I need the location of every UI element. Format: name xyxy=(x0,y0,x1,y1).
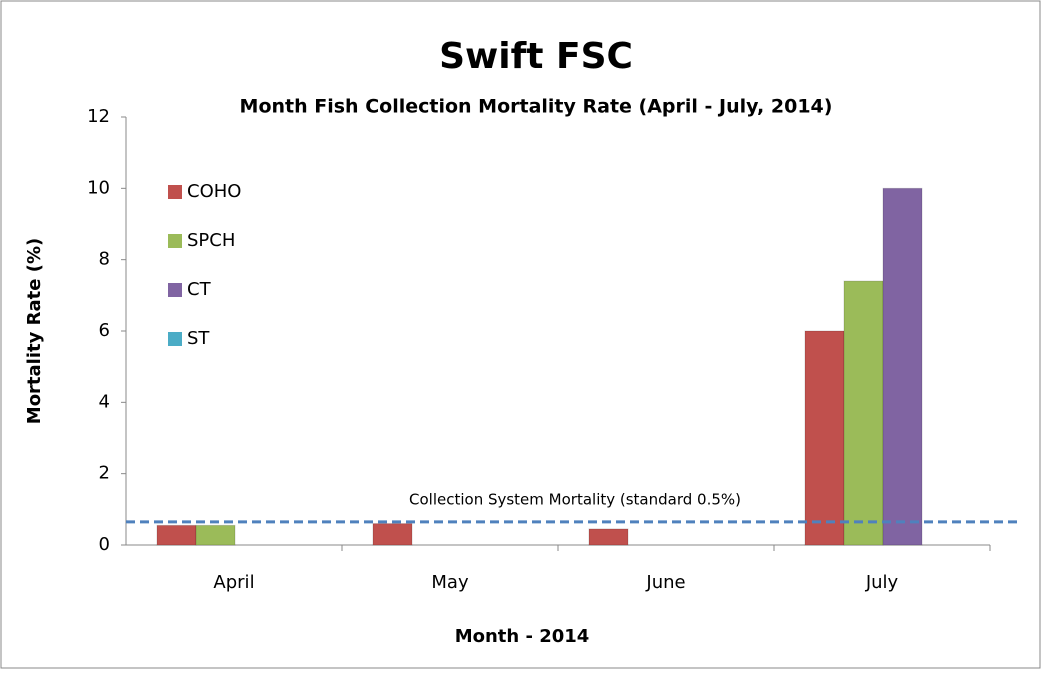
chart-subtitle: Month Fish Collection Mortality Rate (Ap… xyxy=(240,96,833,118)
x-tick-label: April xyxy=(213,572,254,593)
legend-swatch xyxy=(168,185,182,199)
legend-label: CT xyxy=(187,279,212,300)
bar xyxy=(804,330,845,546)
y-axis-label: Mortality Rate (%) xyxy=(24,238,45,424)
legend-label: ST xyxy=(187,328,210,349)
bar xyxy=(156,524,197,546)
x-axis-label: Month - 2014 xyxy=(455,626,590,647)
reference-label: Collection System Mortality (standard 0.… xyxy=(409,490,741,508)
legend-swatch xyxy=(168,283,182,297)
x-tick-label: June xyxy=(645,572,685,593)
y-tick-label: 2 xyxy=(99,463,110,484)
x-tick-label: May xyxy=(431,572,469,593)
legend-label: SPCH xyxy=(187,230,235,251)
bar xyxy=(882,187,923,546)
y-tick-label: 6 xyxy=(99,320,110,341)
legend-swatch xyxy=(168,332,182,346)
y-tick-label: 12 xyxy=(87,106,110,127)
bar xyxy=(843,280,884,546)
y-tick-label: 8 xyxy=(99,249,110,270)
y-tick-label: 0 xyxy=(99,534,110,555)
y-tick-label: 4 xyxy=(99,391,110,412)
legend-label: COHO xyxy=(187,181,241,202)
y-tick-label: 10 xyxy=(87,177,110,198)
x-tick-label: July xyxy=(865,572,899,593)
bar xyxy=(588,528,629,546)
bar xyxy=(195,524,236,546)
chart-title: Swift FSC xyxy=(439,36,633,77)
bar xyxy=(372,523,413,546)
legend-swatch xyxy=(168,234,182,248)
